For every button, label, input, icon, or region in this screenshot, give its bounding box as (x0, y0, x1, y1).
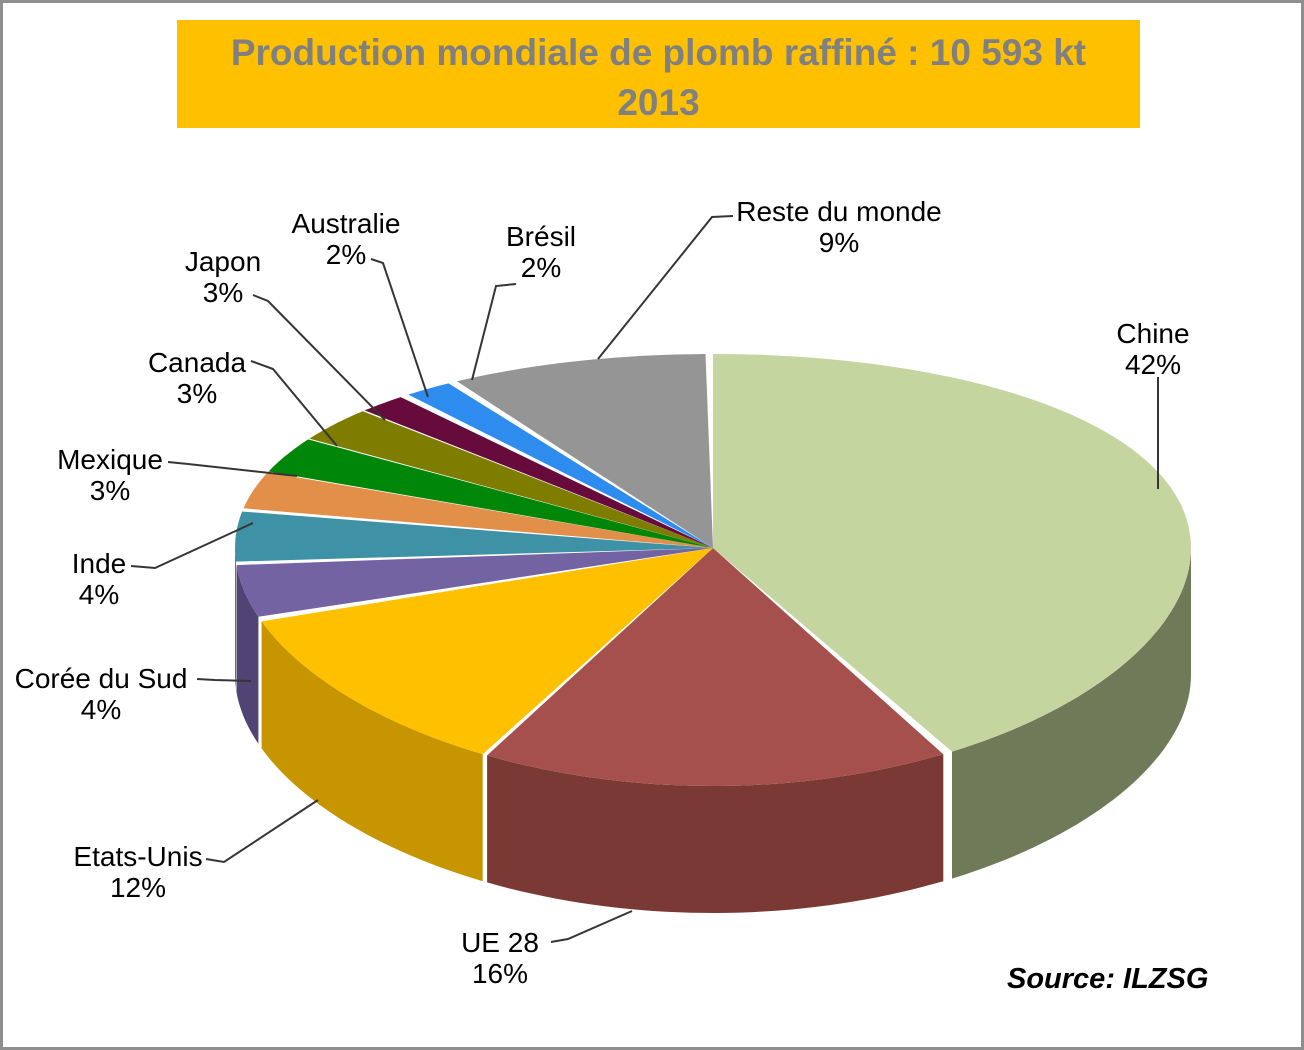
pie-label-australie: Australie 2% (292, 208, 401, 270)
slice-chine (713, 354, 1191, 752)
pie-label-percent: 3% (89, 475, 131, 506)
leader-line-etats-unis (205, 799, 319, 864)
slice-etats-unis (261, 548, 713, 755)
slice-ue-28 (487, 548, 944, 786)
source-note: Source: ILZSG (1007, 963, 1209, 995)
pie-label-percent: 4% (80, 694, 122, 725)
leader-line-japon (252, 294, 386, 421)
leader-line-coree-du-sud (196, 678, 252, 682)
leader-line-bresil (471, 283, 517, 381)
slice-chine-side (952, 548, 1191, 879)
leader-line-mexique (167, 461, 298, 477)
pie-label-percent: 12% (109, 872, 167, 903)
pie-label-name: Corée du Sud (14, 663, 188, 694)
chart-title-line2: 2013 (617, 82, 700, 123)
pie-label-percent: 42% (1124, 349, 1182, 380)
slice-australie (364, 397, 713, 548)
leader-line-inde (130, 522, 254, 570)
pie-label-name: Brésil (505, 221, 577, 252)
pie-label-percent: 2% (325, 239, 367, 270)
chart-title-banner: Production mondiale de plomb raffiné : 1… (177, 20, 1140, 128)
slice-ue-28-side (487, 754, 944, 913)
leader-line-australie (370, 258, 429, 398)
slice-reste-du-monde (456, 354, 713, 548)
pie-label-japon: Japon 3% (185, 246, 261, 308)
pie-label-name: UE 28 (461, 927, 539, 958)
slice-inde-side (235, 550, 236, 689)
slice-coree-du-sud-side (236, 565, 259, 744)
pie-label-inde: Inde 4% (72, 548, 127, 610)
slice-mexique (243, 472, 713, 548)
pie-label-ue-28: UE 28 16% (461, 927, 539, 989)
slice-japon (309, 411, 713, 548)
pie-label-name: Mexique (57, 444, 163, 475)
pie-label-name: Inde (71, 548, 127, 579)
pie-label-coree-du-sud: Corée du Sud 4% (15, 663, 188, 725)
pie-label-name: Etats-Unis (73, 841, 203, 872)
pie-label-name: Chine (1116, 318, 1190, 349)
slice-inde (235, 511, 713, 562)
pie-label-chine: Chine 42% (1116, 318, 1189, 380)
pie-label-percent: 9% (818, 227, 860, 258)
pie-label-percent: 3% (202, 277, 244, 308)
pie-label-etats-unis: Etats-Unis 12% (73, 841, 202, 903)
pie-label-percent: 3% (176, 378, 218, 409)
leader-line-reste-du-monde (597, 215, 734, 360)
slice-canada (268, 439, 713, 548)
chart-title-line1: Production mondiale de plomb raffiné : 1… (230, 32, 1087, 73)
pie-label-percent: 2% (520, 252, 562, 283)
pie-label-name: Australie (291, 208, 401, 239)
pie-label-name: Reste du monde (736, 196, 942, 227)
pie-label-name: Japon (184, 246, 262, 277)
pie-label-name: Canada (147, 347, 247, 378)
leader-line-ue-28 (550, 910, 633, 943)
pie-label-mexique: Mexique 3% (57, 444, 163, 506)
leader-line-canada (250, 360, 338, 447)
slice-bresil (408, 383, 713, 548)
slice-etats-unis-side (261, 621, 483, 882)
pie-label-canada: Canada 3% (148, 347, 246, 409)
slice-coree-du-sud (236, 548, 713, 617)
pie-label-reste-du-monde: Reste du monde 9% (736, 196, 941, 258)
pie-label-percent: 4% (78, 579, 120, 610)
pie-label-bresil: Brésil 2% (506, 221, 576, 283)
pie-label-percent: 16% (471, 958, 529, 989)
